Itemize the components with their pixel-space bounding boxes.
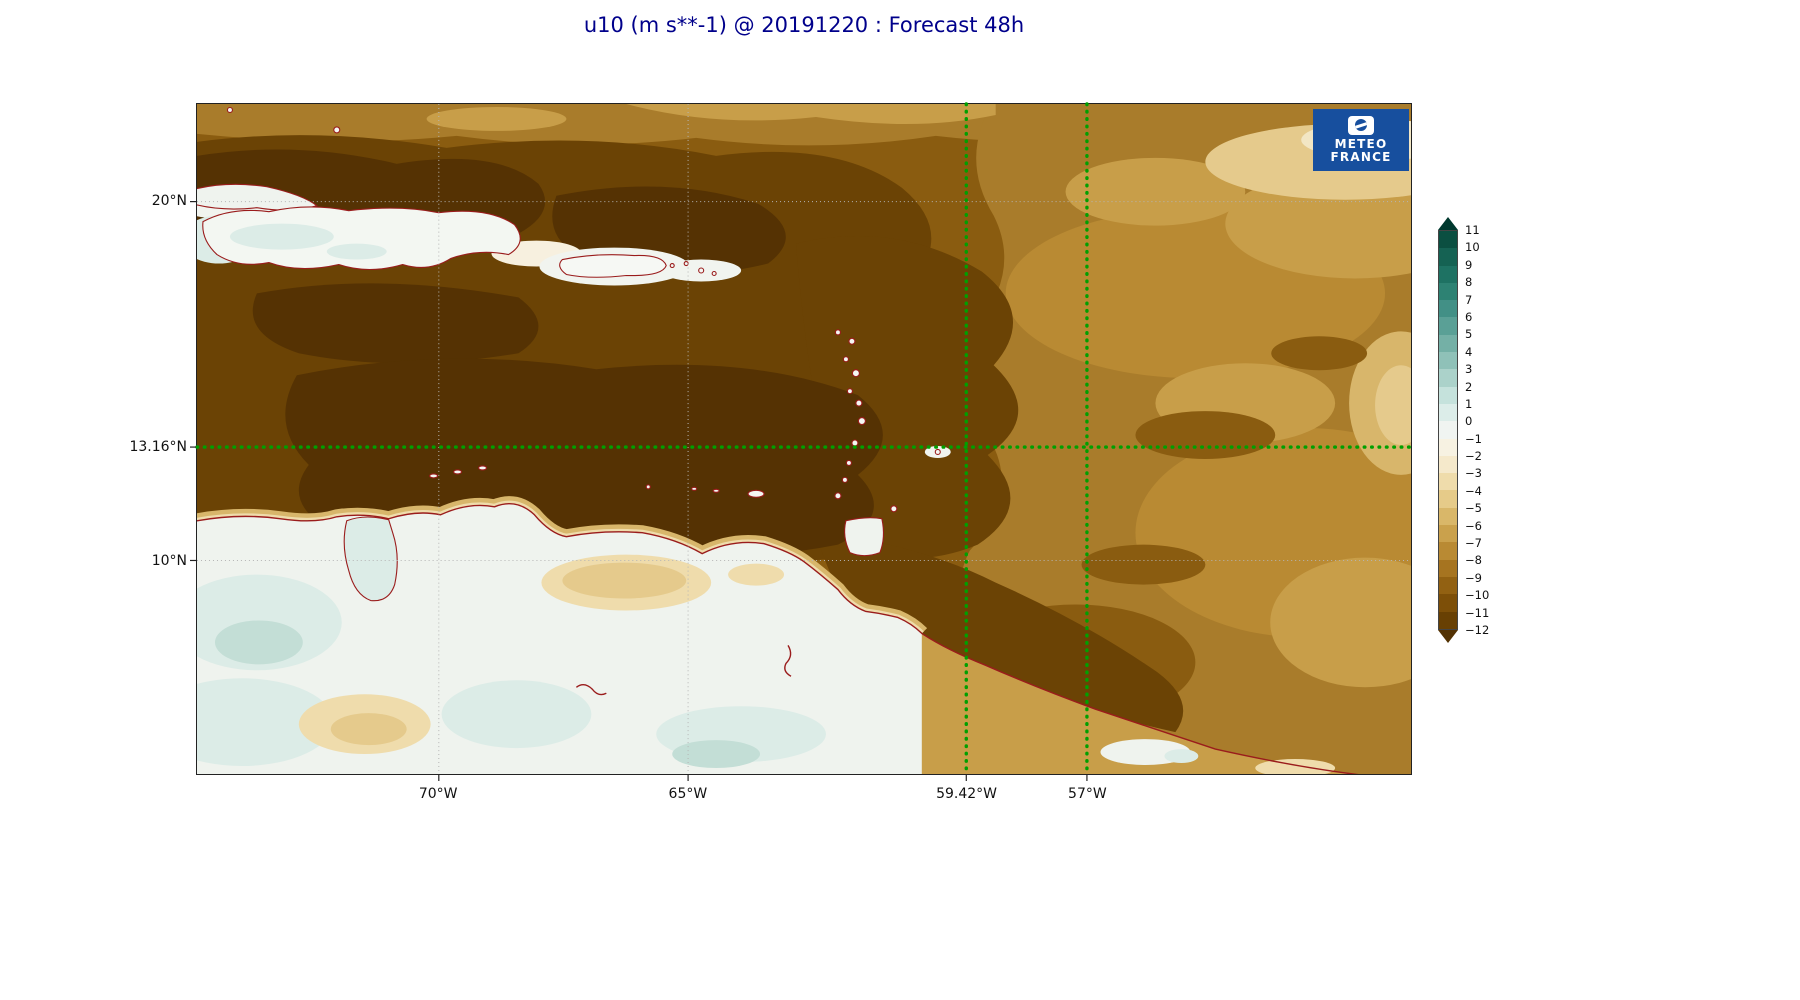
river-line xyxy=(575,684,607,696)
colorbar-segment xyxy=(1439,507,1457,526)
colorbar-segment xyxy=(1439,369,1457,387)
south-america-coastline xyxy=(197,503,1359,774)
map-svg xyxy=(190,102,1413,781)
colorbar-segment xyxy=(1439,334,1457,353)
colorbar-tick-label: −4 xyxy=(1465,483,1482,498)
hispaniola-island xyxy=(202,206,521,270)
y-axis-tick-label: 10°N xyxy=(151,552,187,569)
colorbar-tick-label: 10 xyxy=(1465,240,1480,255)
colorbar-under-arrow xyxy=(1438,630,1458,643)
logo-text-meteo: METEO xyxy=(1334,136,1388,151)
colorbar-over-arrow xyxy=(1438,217,1458,230)
colorbar-tick-label: 6 xyxy=(1465,309,1473,324)
colorbar-segment xyxy=(1439,403,1457,422)
colorbar-tick-label: −6 xyxy=(1465,518,1482,533)
colorbar-tick-label: 7 xyxy=(1465,292,1473,307)
puerto-rico-island xyxy=(559,254,667,278)
colorbar-tick-label: −8 xyxy=(1465,553,1482,568)
y-axis-tick-label: 20°N xyxy=(151,192,187,209)
colorbar-segment xyxy=(1439,438,1457,456)
colorbar-tick-label: −11 xyxy=(1465,605,1490,620)
colorbar-segment xyxy=(1439,542,1457,560)
islands xyxy=(197,106,941,557)
colorbar: 11 10 9 8 7 6 5 4 3 2 1 0 −1 −2 −3 −4 −5 −6 −7 −8 −9 −10 −11 −1… xyxy=(1438,217,1518,657)
map-plot: METEO FRANCE xyxy=(190,102,1413,781)
colorbar-segment xyxy=(1439,421,1457,439)
colorbar-tick-label: 5 xyxy=(1465,327,1473,342)
colorbar-tick-label: 0 xyxy=(1465,414,1473,429)
orinoco-delta-line xyxy=(784,645,792,677)
colorbar-segment xyxy=(1439,473,1457,491)
colorbar-tick-label: 2 xyxy=(1465,379,1473,394)
x-axis-tick-label: 65°W xyxy=(668,786,708,802)
x-axis-tick-label: 59.42°W xyxy=(936,786,997,802)
colorbar-tick-label: 3 xyxy=(1465,362,1473,377)
logo-text-france: FRANCE xyxy=(1330,150,1392,164)
colorbar-segment xyxy=(1439,490,1457,508)
trinidad-island xyxy=(844,517,885,557)
colorbar-tick-label: −7 xyxy=(1465,536,1482,551)
globe-icon xyxy=(1355,119,1367,132)
colorbar-tick-label: −10 xyxy=(1465,588,1490,603)
y-axis-tick-label: 13.16°N xyxy=(129,439,187,456)
meteo-france-logo: METEO FRANCE xyxy=(1313,109,1409,171)
colorbar-segment xyxy=(1439,248,1457,266)
colorbar-segment xyxy=(1439,525,1457,543)
coastlines-and-land xyxy=(197,496,1359,774)
colorbar-segment xyxy=(1439,386,1457,404)
colorbar-segment xyxy=(1439,576,1457,595)
colorbar-tick-label: 8 xyxy=(1465,275,1473,290)
colorbar-segment xyxy=(1439,559,1457,577)
colorbar-tick-label: 1 xyxy=(1465,396,1473,411)
cuba-east-tip xyxy=(197,183,318,211)
colorbar-tick-label: −9 xyxy=(1465,570,1482,585)
lake-maracaibo xyxy=(343,516,398,602)
colorbar-tick-label: −12 xyxy=(1465,623,1490,637)
colorbar-segment xyxy=(1439,231,1457,249)
colorbar-segment xyxy=(1439,282,1457,301)
colorbar-tick-label: 11 xyxy=(1465,223,1480,237)
colorbar-segment xyxy=(1439,317,1457,335)
colorbar-segment xyxy=(1439,455,1457,474)
colorbar-tick-label: 4 xyxy=(1465,344,1473,359)
x-axis-tick-label: 57°W xyxy=(1068,786,1107,802)
x-axis-tick-label: 70°W xyxy=(418,786,458,802)
figure-title: u10 (m s**-1) @ 20191220 : Forecast 48h xyxy=(583,13,1025,37)
colorbar-tick-label: 9 xyxy=(1465,257,1473,272)
colorbar-tick-label: −3 xyxy=(1465,466,1482,481)
colorbar-tick-label: −2 xyxy=(1465,449,1482,464)
colorbar-tick-label: −1 xyxy=(1465,431,1482,446)
colorbar-gradient xyxy=(1438,230,1458,630)
colorbar-segment xyxy=(1439,265,1457,283)
colorbar-segment xyxy=(1439,594,1457,612)
colorbar-segment xyxy=(1439,352,1457,370)
colorbar-segment xyxy=(1439,300,1457,318)
colorbar-segment xyxy=(1439,611,1457,629)
map-overlay xyxy=(190,102,1413,781)
meteo-france-icon xyxy=(1348,115,1374,135)
colorbar-tick-label: −5 xyxy=(1465,501,1482,516)
